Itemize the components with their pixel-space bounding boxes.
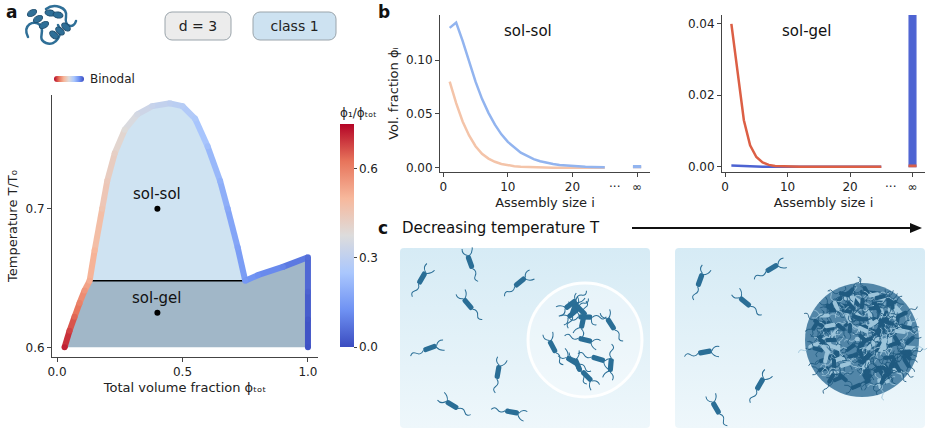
svg-text:1.0: 1.0 — [298, 365, 317, 379]
svg-text:0.0: 0.0 — [359, 340, 378, 354]
svg-text:0.00: 0.00 — [406, 161, 433, 175]
svg-text:0.0: 0.0 — [47, 365, 66, 379]
svg-text:...: ... — [609, 176, 620, 190]
svg-text:ϕ₁/ϕₜₒₜ: ϕ₁/ϕₜₒₜ — [340, 106, 377, 120]
svg-text:b: b — [378, 2, 390, 22]
svg-text:10: 10 — [500, 180, 515, 194]
svg-text:0.6: 0.6 — [359, 162, 378, 176]
svg-text:class 1: class 1 — [270, 18, 318, 34]
svg-text:20: 20 — [565, 180, 580, 194]
svg-text:0.05: 0.05 — [406, 107, 433, 121]
svg-text:0.02: 0.02 — [688, 88, 715, 102]
svg-text:0.00: 0.00 — [688, 160, 715, 174]
svg-text:...: ... — [885, 176, 896, 190]
svg-text:0: 0 — [721, 180, 729, 194]
svg-text:a: a — [6, 2, 17, 22]
svg-text:Assembly size i: Assembly size i — [774, 195, 874, 210]
svg-text:0.3: 0.3 — [359, 251, 378, 265]
svg-text:0.10: 0.10 — [406, 53, 433, 67]
svg-text:0: 0 — [439, 180, 447, 194]
svg-text:Decreasing temperature T: Decreasing temperature T — [402, 219, 600, 237]
svg-text:0.7: 0.7 — [26, 202, 45, 216]
svg-text:sol-sol: sol-sol — [133, 185, 181, 203]
svg-text:Total volume fraction ϕₜₒₜ: Total volume fraction ϕₜₒₜ — [103, 380, 267, 395]
svg-text:0.5: 0.5 — [173, 365, 192, 379]
svg-text:Vol. fraction ϕᵢ: Vol. fraction ϕᵢ — [386, 47, 401, 140]
svg-text:sol-sol: sol-sol — [504, 22, 552, 40]
svg-text:d = 3: d = 3 — [179, 18, 217, 34]
svg-text:∞: ∞ — [908, 180, 918, 194]
svg-text:sol-gel: sol-gel — [782, 22, 832, 40]
svg-text:0.04: 0.04 — [688, 17, 715, 31]
svg-text:sol-gel: sol-gel — [132, 289, 182, 307]
svg-text:20: 20 — [842, 180, 857, 194]
svg-text:10: 10 — [780, 180, 795, 194]
svg-text:0.6: 0.6 — [26, 341, 45, 355]
svg-text:Binodal: Binodal — [90, 72, 135, 86]
svg-text:c: c — [378, 218, 388, 238]
svg-text:Temperature T/T₀: Temperature T/T₀ — [5, 170, 20, 283]
svg-text:Assembly size i: Assembly size i — [495, 195, 595, 210]
svg-text:∞: ∞ — [632, 180, 642, 194]
